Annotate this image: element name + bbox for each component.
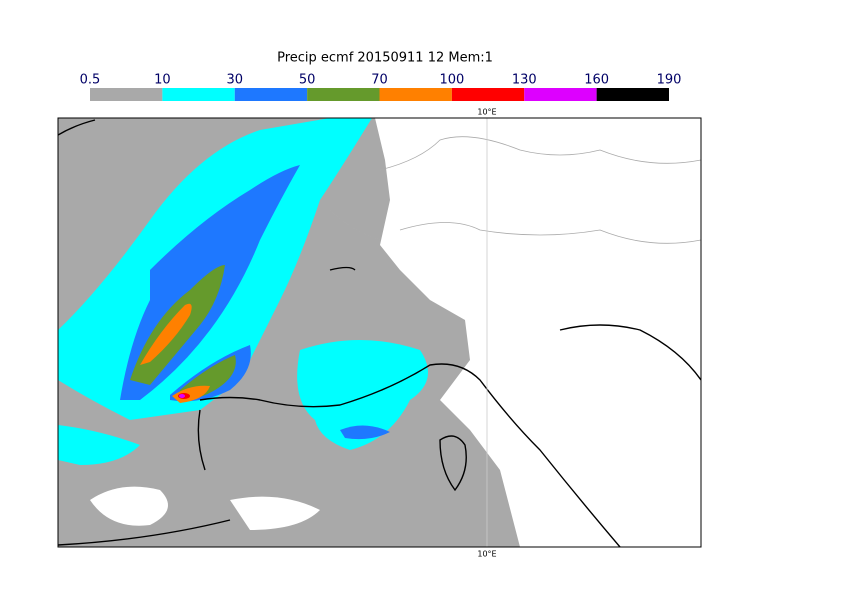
colorbar-label: 130 (512, 73, 537, 88)
colorbar-label: 190 (657, 73, 682, 88)
map-frame (57, 117, 702, 548)
precip-70 (140, 303, 192, 365)
colorbar-segment (451, 88, 525, 101)
colorbar-label: 50 (299, 73, 316, 88)
dry-area (90, 486, 168, 526)
colorbar-segment (162, 88, 235, 101)
colorbar-label: 0.5 (80, 73, 101, 88)
dry-area (560, 307, 701, 547)
colorbar-label: 100 (439, 73, 464, 88)
precip-10 (297, 340, 428, 450)
lon-label: 10°E (477, 550, 496, 559)
border (329, 136, 701, 244)
title: Precip ecmf 20150911 12 Mem:1 (277, 51, 493, 66)
colorbar-label: 10 (154, 73, 171, 88)
colorbar-segment (379, 88, 452, 101)
colorbar-segment (596, 88, 669, 101)
colorbar-label: 70 (371, 73, 388, 88)
precip-30 (340, 425, 390, 440)
colorbar-segment (234, 88, 308, 101)
colorbar-segment (90, 88, 163, 101)
map (58, 118, 701, 547)
colorbar: 0.5 10 30 50 70 100 130 160 190 (80, 73, 682, 101)
precip-130 (179, 394, 185, 398)
dry-area (230, 496, 320, 530)
coastline (58, 119, 701, 547)
lon-label: 10°E (477, 108, 496, 117)
precip-10 (58, 425, 140, 465)
colorbar-segment (307, 88, 380, 101)
colorbar-segment (524, 88, 597, 101)
colorbar-label: 30 (226, 73, 243, 88)
colorbar-label: 160 (584, 73, 609, 88)
